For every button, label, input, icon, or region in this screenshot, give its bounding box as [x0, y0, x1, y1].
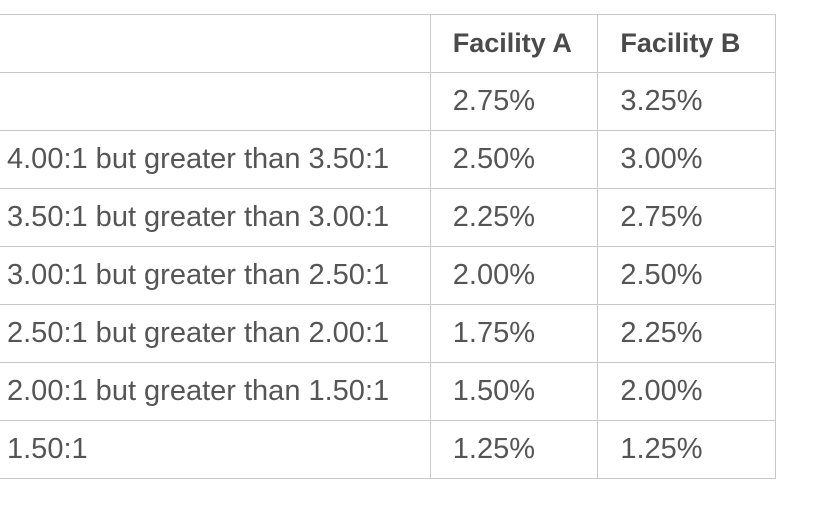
facility-a-cell: 2.00%: [429, 246, 599, 305]
facility-b-cell: 2.25%: [597, 304, 776, 363]
ratio-cell: 3.00:1 but greater than 2.50:1: [0, 246, 431, 305]
ratio-cell: 2.50:1 but greater than 2.00:1: [0, 304, 431, 363]
facility-b-cell: 2.00%: [597, 362, 776, 421]
facility-a-cell: 2.25%: [429, 188, 599, 247]
facility-b-cell: 2.50%: [597, 246, 776, 305]
ratio-cell: 4.00:1 but greater than 3.50:1: [0, 130, 431, 189]
ratio-cell: [0, 72, 431, 131]
table-row: 1.50:1 1.25% 1.25%: [0, 420, 776, 479]
header-facility-b: Facility B: [597, 14, 776, 73]
table-row: 2.75% 3.25%: [0, 72, 776, 131]
facility-b-cell: 3.25%: [597, 72, 776, 131]
table-row: 3.00:1 but greater than 2.50:1 2.00% 2.5…: [0, 246, 776, 305]
facility-a-cell: 1.50%: [429, 362, 599, 421]
header-facility-a: Facility A: [429, 14, 599, 73]
facility-a-cell: 1.75%: [429, 304, 599, 363]
ratio-cell: 3.50:1 but greater than 3.00:1: [0, 188, 431, 247]
pricing-grid-table: Facility A Facility B 2.75% 3.25% 4.00:1…: [0, 14, 776, 479]
ratio-cell: 2.00:1 but greater than 1.50:1: [0, 362, 431, 421]
facility-a-cell: 2.50%: [429, 130, 599, 189]
facility-b-cell: 2.75%: [597, 188, 776, 247]
facility-a-cell: 2.75%: [429, 72, 599, 131]
table-row: 2.00:1 but greater than 1.50:1 1.50% 2.0…: [0, 362, 776, 421]
table-row: 4.00:1 but greater than 3.50:1 2.50% 3.0…: [0, 130, 776, 189]
ratio-cell: 1.50:1: [0, 420, 431, 479]
table-row: 2.50:1 but greater than 2.00:1 1.75% 2.2…: [0, 304, 776, 363]
header-row: Facility A Facility B: [0, 14, 776, 73]
facility-b-cell: 1.25%: [597, 420, 776, 479]
table-row: 3.50:1 but greater than 3.00:1 2.25% 2.7…: [0, 188, 776, 247]
facility-a-cell: 1.25%: [429, 420, 599, 479]
facility-b-cell: 3.00%: [597, 130, 776, 189]
header-ratio: [0, 14, 431, 73]
